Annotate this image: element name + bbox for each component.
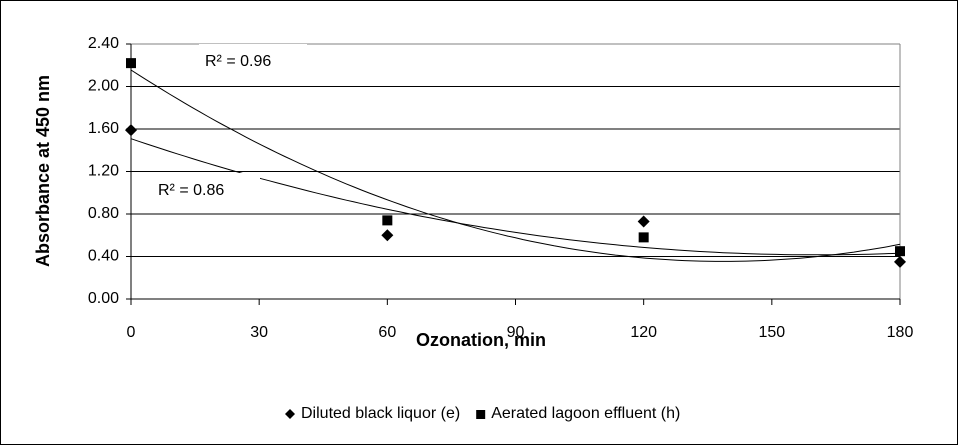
y-tick-label: 0.00 [88, 290, 119, 307]
x-tick-label: 0 [127, 324, 136, 341]
y-tick-label: 2.40 [88, 35, 119, 52]
legend-marker [476, 410, 486, 419]
legend-label: Diluted black liquor (e) [301, 405, 460, 422]
annotation-bg [152, 173, 260, 207]
marker-square [382, 215, 393, 226]
y-tick-label: 2.00 [88, 78, 119, 95]
marker-square [895, 246, 905, 257]
x-axis-label: Ozonation, min [416, 330, 546, 350]
marker-diamond [894, 255, 906, 268]
y-tick-label: 0.80 [88, 205, 119, 222]
x-tick-label: 120 [630, 324, 657, 341]
marker-square [126, 58, 136, 69]
marker-diamond [637, 215, 650, 228]
marker-diamond [125, 124, 137, 137]
trendline [130, 69, 901, 262]
y-tick-label: 1.60 [88, 120, 119, 137]
x-tick-label: 150 [758, 324, 785, 341]
y-tick-label: 1.20 [88, 163, 119, 180]
legend: Diluted black liquor (e) Aerated lagoon e… [285, 405, 680, 422]
x-tick-label: 180 [887, 324, 914, 341]
annotation-bg [199, 44, 307, 78]
y-tick-label: 0.40 [88, 248, 119, 265]
y-axis-label: Absorbance at 450 nm [33, 75, 53, 267]
legend-label: Aerated lagoon effluent (h) [491, 405, 680, 422]
legend-marker [285, 409, 295, 419]
annotation: R² = 0.86 [158, 182, 224, 199]
marker-square [638, 232, 649, 243]
x-tick-label: 30 [250, 324, 268, 341]
x-tick-label: 60 [378, 324, 396, 341]
x-tick-label: 90 [507, 324, 525, 341]
marker-diamond [381, 229, 394, 242]
annotation: R² = 0.96 [205, 53, 271, 70]
